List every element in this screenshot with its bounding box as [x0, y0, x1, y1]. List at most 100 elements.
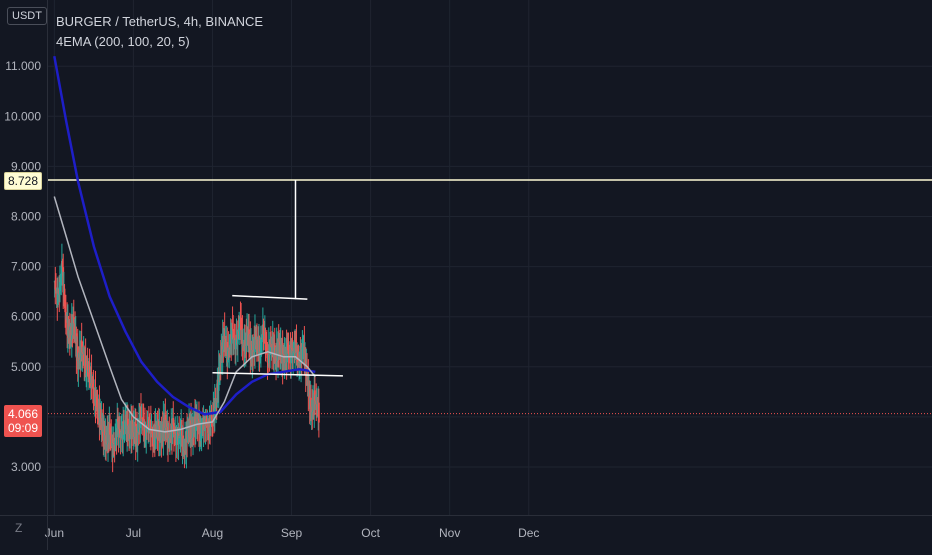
candle-body: [142, 418, 144, 420]
candle-body: [149, 420, 152, 435]
candle-body: [217, 366, 220, 391]
candle-body: [210, 417, 213, 419]
candle-body: [164, 414, 167, 428]
candle-body: [228, 347, 231, 351]
candle-body: [123, 423, 126, 431]
candle-body: [254, 331, 257, 346]
candle-body: [296, 352, 299, 362]
candle-body: [258, 340, 261, 361]
candle-body: [90, 372, 93, 386]
candle-body: [154, 424, 157, 440]
candle-body: [260, 337, 263, 343]
y-tick-label: 9.000: [11, 159, 41, 173]
candle-body: [238, 317, 241, 328]
candle-body: [61, 260, 64, 268]
candle-body: [62, 267, 65, 293]
candle-body: [113, 443, 115, 445]
candle-body: [122, 423, 125, 440]
candle-body: [137, 431, 140, 433]
candle-body: [92, 387, 95, 396]
candle-body: [147, 419, 150, 429]
candle-body: [91, 383, 94, 388]
candle-body: [273, 345, 276, 359]
candle-body: [262, 324, 265, 335]
candle-body: [114, 440, 117, 446]
candle-body: [304, 352, 307, 375]
candle-body: [112, 443, 115, 457]
candle-body: [146, 424, 148, 429]
candle-body: [171, 418, 174, 438]
candle-body: [151, 429, 154, 434]
candle-body: [231, 322, 234, 329]
candle-body: [186, 425, 189, 443]
candle-body: [145, 424, 148, 437]
candle-body: [290, 348, 293, 350]
candle-body: [310, 406, 313, 419]
candle-body: [317, 402, 320, 423]
candle-body: [265, 344, 268, 348]
candle-body: [200, 427, 203, 434]
candle-body: [232, 328, 235, 340]
zoom-icon[interactable]: Z: [15, 521, 23, 535]
candle-body: [82, 352, 84, 354]
symbol-title[interactable]: BURGER / TetherUS, 4h, BINANCE: [56, 14, 264, 29]
candle-body: [294, 340, 297, 342]
candle-body: [211, 418, 214, 420]
candle-body: [241, 329, 244, 347]
candle-body: [300, 349, 302, 369]
candle-body: [118, 429, 121, 434]
candle-body: [172, 418, 175, 425]
candle-body: [178, 433, 181, 436]
candle-body: [116, 419, 119, 438]
candle-body: [269, 343, 272, 355]
candle-body: [295, 341, 298, 360]
chart-legend: BURGER / TetherUS, 4h, BINANCE 4EMA (200…: [56, 12, 263, 52]
last-price-value: 4.066: [8, 407, 39, 421]
candle-body: [88, 366, 91, 379]
candle-body: [59, 277, 62, 283]
candle-body: [314, 390, 316, 406]
candle-body: [54, 281, 57, 290]
candle-body: [297, 361, 300, 365]
indicator-label[interactable]: 4EMA (200, 100, 20, 5): [56, 34, 190, 49]
candle-body: [265, 347, 268, 349]
candle-body: [85, 373, 88, 376]
candle-body: [302, 346, 304, 348]
candle-body: [178, 435, 181, 437]
candle-body: [99, 409, 102, 426]
candle-body: [61, 260, 63, 276]
candle-body: [213, 400, 216, 418]
candle-body: [109, 423, 111, 435]
candle-body: [216, 379, 219, 404]
candle-body: [200, 433, 202, 441]
candle-body: [117, 421, 120, 436]
horizontal-level-price-tag: 8.728: [4, 172, 43, 190]
candle-body: [207, 422, 210, 433]
candle-body: [64, 306, 67, 313]
y-tick-label: 8.000: [11, 210, 41, 224]
candle-body: [286, 342, 289, 363]
candle-body: [182, 435, 185, 450]
x-tick-label: Oct: [361, 526, 380, 540]
candle-body: [144, 436, 147, 441]
candle-body: [205, 426, 208, 428]
x-tick-label: Sep: [281, 526, 303, 540]
candle-body: [287, 342, 289, 351]
candle-body: [259, 351, 262, 361]
candle-body: [264, 331, 267, 345]
currency-label[interactable]: USDT: [7, 7, 47, 25]
candle-body: [292, 351, 295, 357]
y-tick-label: 5.000: [11, 360, 41, 374]
candle-body: [290, 348, 293, 364]
candle-body: [151, 433, 154, 441]
candle-body: [109, 434, 112, 437]
candle-body: [234, 339, 237, 350]
candle-body: [308, 385, 311, 410]
candle-body: [306, 365, 308, 381]
y-tick-label: 6.000: [11, 310, 41, 324]
candle-body: [238, 327, 241, 332]
candle-body: [60, 275, 63, 278]
candle-body: [175, 434, 178, 446]
